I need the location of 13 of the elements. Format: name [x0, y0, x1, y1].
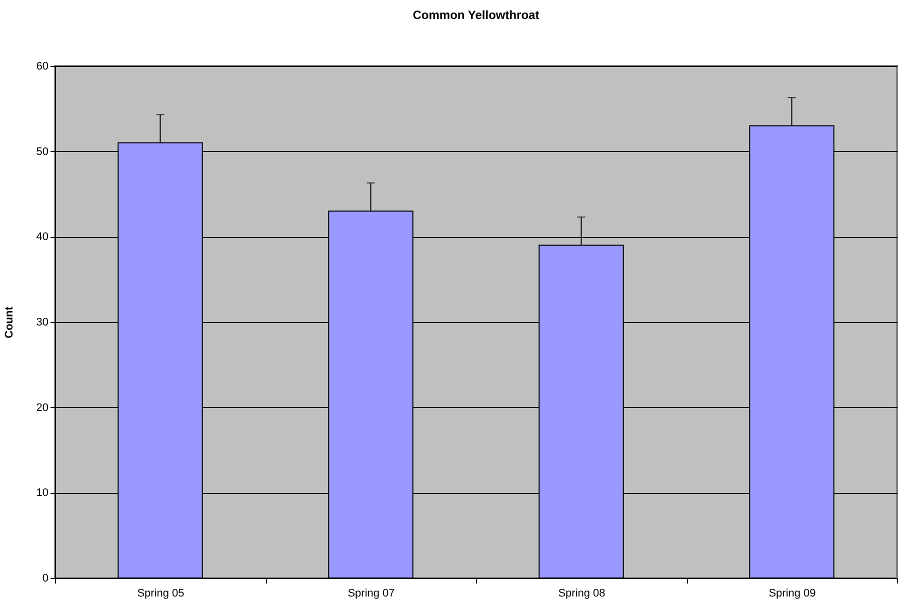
y-tick-label: 30 — [36, 316, 48, 328]
chart-title: Common Yellowthroat — [412, 8, 540, 22]
x-tick-label: Spring 05 — [137, 588, 184, 600]
y-tick-label: 20 — [36, 402, 48, 414]
y-tick-label: 60 — [36, 60, 48, 72]
y-tick-label: 0 — [42, 572, 48, 584]
y-tick-label: 10 — [36, 487, 48, 500]
x-tick-label: Spring 07 — [348, 588, 395, 600]
y-tick-label: 50 — [36, 146, 48, 158]
y-axis-title: Count — [3, 306, 16, 338]
x-tick-label: Spring 08 — [558, 588, 606, 600]
y-tick-label: 40 — [36, 231, 48, 244]
x-tick-label: Spring 09 — [768, 588, 816, 600]
